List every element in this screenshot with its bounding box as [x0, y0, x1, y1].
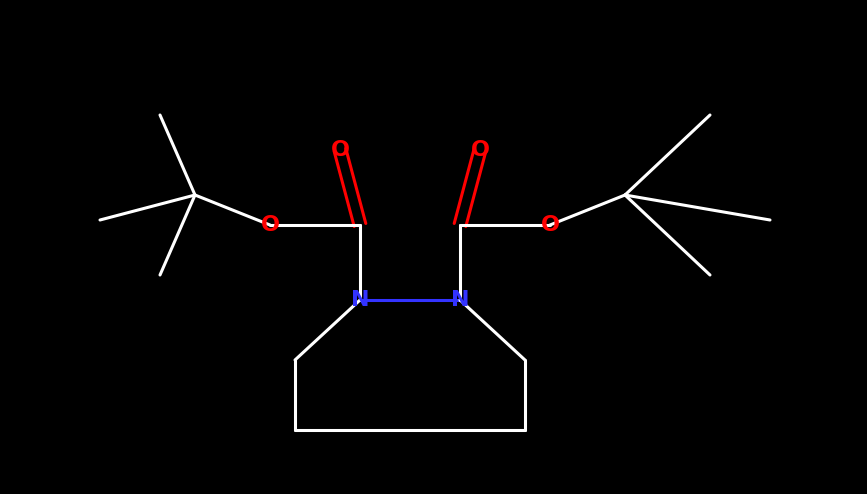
Text: O: O	[330, 140, 349, 160]
Text: O: O	[471, 140, 490, 160]
Text: O: O	[540, 215, 559, 235]
Text: O: O	[260, 215, 279, 235]
Text: N: N	[451, 290, 469, 310]
Text: N: N	[351, 290, 369, 310]
